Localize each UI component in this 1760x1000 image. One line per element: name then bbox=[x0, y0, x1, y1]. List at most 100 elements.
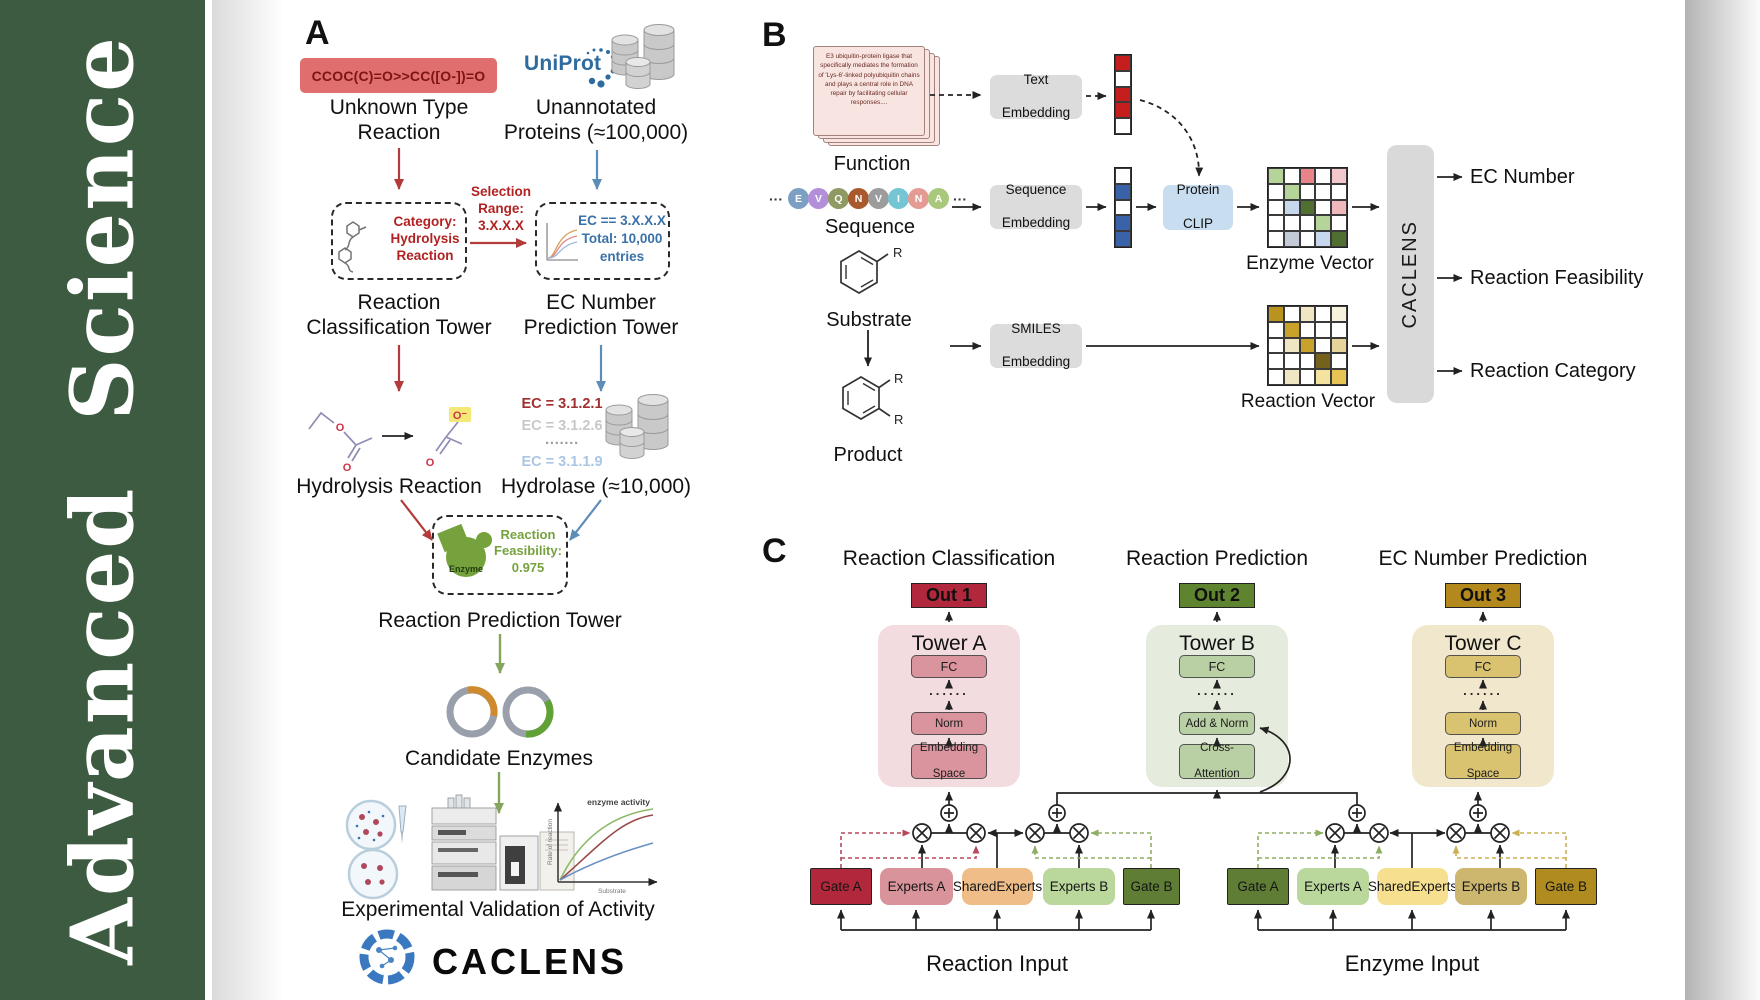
function-card-front: E3 ubiquitin-protein ligase that specifi… bbox=[813, 46, 925, 136]
category-text: Category: Hydrolysis Reaction bbox=[390, 214, 460, 263]
panel-c-label: C bbox=[762, 532, 787, 570]
protein-clip-box: Protein CLIP bbox=[1163, 182, 1233, 231]
experts-a-box-reaction: Experts A bbox=[880, 868, 953, 905]
feasibility-text: Reaction Feasibility: 0.975 bbox=[494, 527, 562, 575]
out1-box: Out 1 bbox=[911, 583, 987, 608]
experts-b-box-enzyme: Experts B bbox=[1455, 868, 1527, 905]
benzene-product-icon: R R bbox=[842, 371, 903, 427]
tower-a-norm-block: Norm bbox=[911, 712, 987, 735]
sequence-embedding-box: Sequence Embedding bbox=[990, 182, 1082, 230]
enzyme-vector-label: Enzyme Vector bbox=[1246, 253, 1374, 274]
caclens-fusion-bar: CACLENS bbox=[1387, 145, 1434, 403]
hydrolysis-reaction-label: Hydrolysis Reaction bbox=[296, 475, 482, 498]
tower-b-dots: ...... bbox=[1197, 683, 1237, 698]
gate-a-box-reaction: Gate A bbox=[810, 868, 872, 905]
svg-text:R: R bbox=[893, 245, 902, 260]
reaction-input-label: Reaction Input bbox=[926, 951, 1068, 976]
ec-candidate-ellipsis: ······· bbox=[545, 436, 579, 452]
ec-candidate-2: EC = 3.1.2.6 bbox=[521, 418, 603, 434]
classification-tower-label: Reaction Classification Tower bbox=[306, 291, 492, 339]
function-label: Function bbox=[833, 153, 911, 175]
hydrolysis-molecules-icon: O O O⁻ O bbox=[308, 407, 471, 474]
feasibility-dashed-box bbox=[432, 515, 568, 595]
hydrolase-label: Hydrolase (≈10,000) bbox=[500, 475, 692, 498]
ec-tower-label: EC Number Prediction Tower bbox=[523, 291, 679, 339]
tower-a-fc-block: FC bbox=[911, 655, 987, 678]
journal-sidebar: Advanced Science bbox=[0, 0, 205, 1000]
svg-text:Rate of reaction: Rate of reaction bbox=[547, 819, 554, 865]
gate-a-box-enzyme: Gate A bbox=[1227, 868, 1289, 905]
svg-text:Substrate: Substrate bbox=[598, 888, 626, 895]
gate-b-box-reaction: Gate B bbox=[1123, 868, 1180, 905]
validation-label: Experimental Validation of Activity bbox=[341, 898, 655, 921]
tower-b-cross-attention-block: Cross- Attention bbox=[1179, 742, 1255, 780]
tower-b: Tower B FC ...... Add & Norm Cross- Atten… bbox=[1146, 625, 1288, 787]
out2-box: Out 2 bbox=[1179, 583, 1255, 608]
tower-c-embedding-block: Embedding Space bbox=[1445, 742, 1521, 780]
selection-range-label: Selection Range: 3.X.X.X bbox=[470, 184, 532, 233]
column-header-reaction-prediction: Reaction Prediction bbox=[1125, 547, 1309, 570]
prediction-tower-label: Reaction Prediction Tower bbox=[378, 609, 622, 632]
tower-c-title: Tower C bbox=[1444, 632, 1522, 655]
product-label: Product bbox=[833, 444, 903, 466]
page-left-shadow bbox=[212, 0, 284, 1000]
panel-a-label: A bbox=[305, 14, 330, 52]
text-embedding-box: Text Embedding bbox=[990, 72, 1082, 120]
svg-text:R: R bbox=[894, 412, 903, 427]
function-cards: E3 ubiquitin-protein ligase that specifi… bbox=[813, 46, 945, 150]
experts-b-box-reaction: Experts B bbox=[1043, 868, 1115, 905]
unannotated-proteins-label: Unannotated Proteins (≈100,000) bbox=[503, 96, 689, 144]
tower-c-fc-block: FC bbox=[1445, 655, 1521, 678]
sum-multiply-nodes bbox=[912, 804, 1510, 843]
uniprot-logo: UniProt bbox=[524, 52, 602, 75]
svg-text:O: O bbox=[426, 457, 435, 469]
tower-a-title: Tower A bbox=[911, 632, 987, 655]
gate-b-box-enzyme: Gate B bbox=[1535, 868, 1597, 905]
enzyme-input-label: Enzyme Input bbox=[1344, 951, 1480, 976]
activity-plot-icon: enzyme activity Rate of reaction Substra… bbox=[547, 797, 658, 895]
hplc-icon bbox=[431, 794, 575, 891]
page-right-edge bbox=[1685, 0, 1760, 1000]
plasmid-icon bbox=[446, 686, 554, 738]
svg-text:O: O bbox=[336, 422, 345, 434]
tower-c: Tower C FC ...... Norm Embedding Space bbox=[1412, 625, 1554, 787]
ec-candidate-3: EC = 3.1.1.9 bbox=[521, 454, 603, 470]
tower-b-add-norm-block: Add & Norm bbox=[1179, 712, 1255, 735]
caclens-logo-text: CACLENS bbox=[432, 941, 628, 982]
svg-text:enzyme activity: enzyme activity bbox=[587, 797, 650, 807]
substrate-label: Substrate bbox=[826, 309, 912, 331]
ec-candidate-1: EC = 3.1.2.1 bbox=[521, 396, 603, 412]
tower-b-fc-block: FC bbox=[1179, 655, 1255, 678]
unknown-reaction-label: Unknown Type Reaction bbox=[329, 96, 469, 144]
reaction-vector-label: Reaction Vector bbox=[1240, 391, 1376, 412]
svg-text:O⁻: O⁻ bbox=[453, 410, 468, 422]
panel-b-label: B bbox=[762, 16, 787, 54]
ec-selection-dashed-box bbox=[535, 202, 670, 280]
column-header-reaction-classification: Reaction Classification bbox=[842, 547, 1056, 570]
tower-a: Tower A FC ...... Norm Embedding Space bbox=[878, 625, 1020, 787]
text-embedding-vector bbox=[1114, 54, 1132, 135]
sequence-label: Sequence bbox=[824, 216, 916, 238]
svg-text:R: R bbox=[894, 371, 903, 386]
reaction-classification-dashed-box bbox=[331, 202, 467, 280]
journal-title: Advanced Science bbox=[52, 35, 153, 965]
output-ec-number: EC Number bbox=[1470, 166, 1575, 188]
sequence-ellipsis-right: ··· bbox=[953, 190, 967, 207]
smiles-embedding-box: SMILES Embedding bbox=[990, 321, 1082, 369]
candidate-enzymes-label: Candidate Enzymes bbox=[405, 747, 593, 770]
shared-experts-box-enzyme: Shared Experts bbox=[1368, 868, 1457, 905]
shared-experts-box-reaction: Shared Experts bbox=[953, 868, 1042, 905]
tower-c-dots: ...... bbox=[1463, 683, 1503, 698]
tower-b-title: Tower B bbox=[1179, 632, 1255, 655]
output-reaction-category: Reaction Category bbox=[1470, 360, 1636, 382]
caclens-bar-label: CACLENS bbox=[1399, 219, 1421, 329]
ec-filter-text: EC == 3.X.X.X Total: 10,000 entries bbox=[578, 213, 666, 265]
tower-a-dots: ...... bbox=[929, 683, 969, 698]
sequence-embedding-vector bbox=[1114, 167, 1132, 248]
benzene-substrate-icon: R bbox=[840, 245, 902, 294]
tower-c-norm-block: Norm bbox=[1445, 712, 1521, 735]
column-header-ec-number-prediction: EC Number Prediction bbox=[1378, 547, 1588, 570]
